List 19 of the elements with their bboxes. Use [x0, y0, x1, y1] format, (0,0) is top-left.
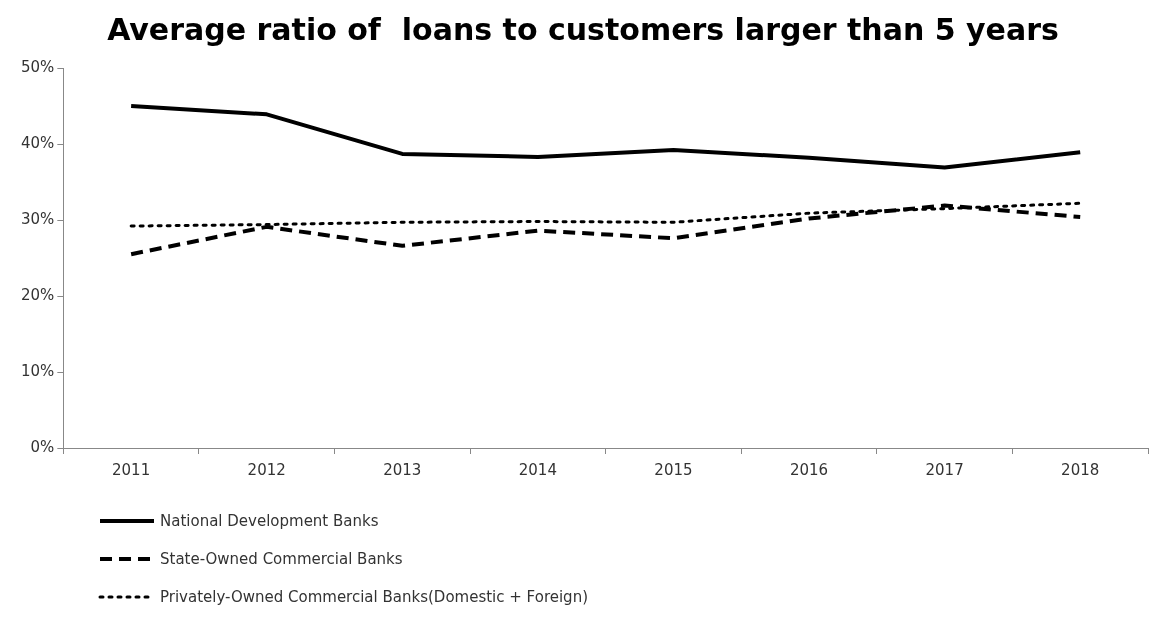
- chart-title: Average ratio of loans to customers larger than 5 years: [107, 11, 1059, 47]
- y-tick-label: 30%: [21, 209, 55, 228]
- legend-label: Privately-Owned Commercial Banks(Domestic + Foreign): [160, 588, 588, 606]
- y-tick-label: 0%: [30, 437, 55, 456]
- x-tick-label: 2014: [518, 460, 557, 479]
- y-tick-label: 50%: [21, 57, 55, 76]
- x-tick-label: 2012: [247, 460, 286, 479]
- x-tick-label: 2018: [1061, 460, 1100, 479]
- y-tick-label: 40%: [21, 133, 55, 152]
- legend-label: State-Owned Commercial Banks: [160, 550, 403, 568]
- y-tick-label: 20%: [21, 285, 55, 304]
- line-series: [129, 203, 1083, 257]
- x-tick-label: 2011: [112, 460, 151, 479]
- x-tick-label: 2013: [383, 460, 422, 479]
- x-tick-label: 2015: [654, 460, 693, 479]
- x-tick-label: 2017: [925, 460, 964, 479]
- x-tick-label: 2016: [789, 460, 829, 479]
- legend-label: National Development Banks: [160, 512, 379, 530]
- y-tick-label: 10%: [21, 361, 55, 380]
